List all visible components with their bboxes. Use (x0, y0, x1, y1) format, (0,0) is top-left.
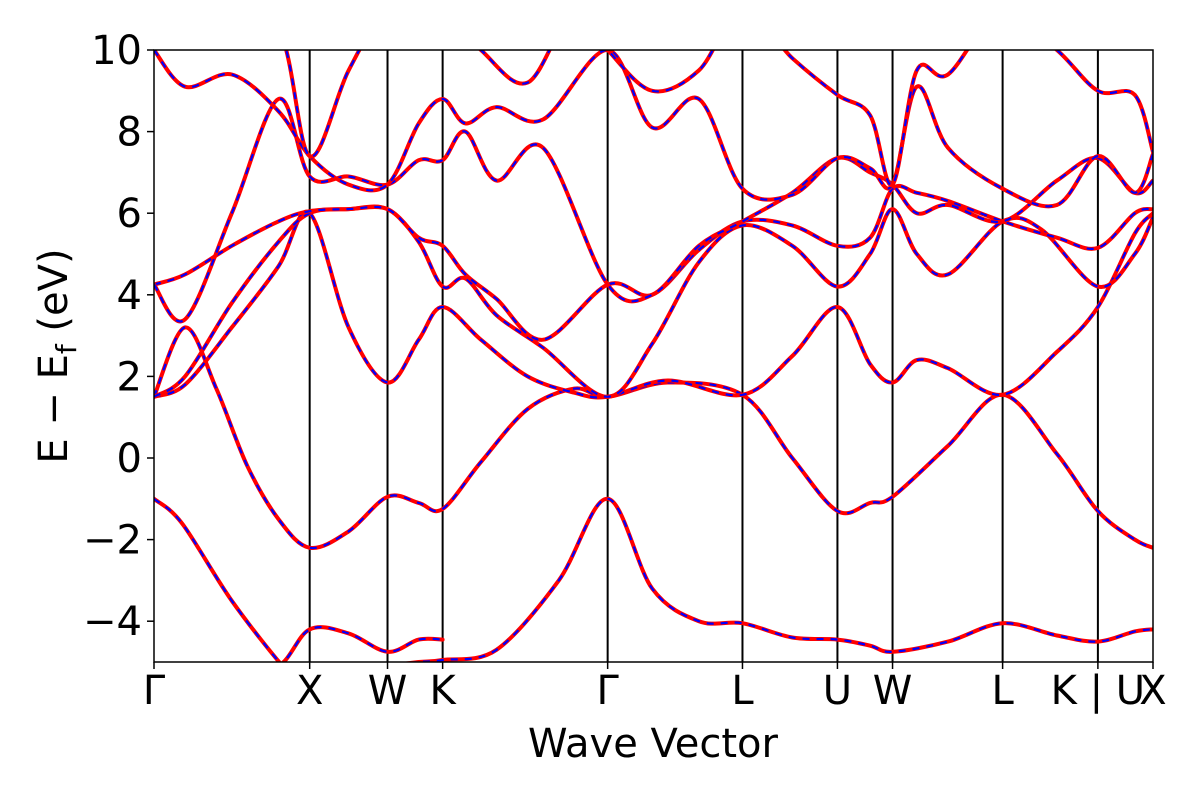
band-lines (154, 50, 1153, 662)
x-tick-label: X (296, 668, 323, 714)
x-tick-label: Γ (597, 668, 620, 714)
x-tick-label: K (430, 668, 458, 714)
band-line-7 (154, 50, 1153, 209)
x-tick-label: L (991, 668, 1014, 714)
plot-frame (153, 49, 1154, 663)
y-axis-ticks: −4 −2 0 2 4 6 8 10 (83, 28, 154, 645)
band-overlay-line-1 (282, 626, 443, 662)
y-axis-title: E − Ef (eV) (31, 248, 83, 463)
y-tick-label: 10 (91, 28, 142, 74)
band-overlay-line-0 (154, 497, 1153, 662)
x-tick-label: W (873, 668, 913, 714)
y-tick-label: 8 (117, 110, 142, 156)
y-tick-label: −4 (83, 599, 142, 645)
x-tick-label: L (731, 668, 754, 714)
band-overlay-line-3 (154, 210, 1153, 399)
high-symmetry-lines (308, 50, 1099, 662)
y-tick-label: 6 (117, 191, 142, 237)
x-tick-label: X (1139, 668, 1166, 714)
y-axis-title-subscript: f (50, 343, 83, 354)
x-tick-label: Γ (143, 668, 166, 714)
band-overlay-line-6 (154, 97, 1153, 323)
y-tick-label: 2 (117, 354, 142, 400)
x-tick-label: K | U (1051, 668, 1145, 714)
y-tick-label: −2 (83, 518, 142, 564)
y-tick-label: 4 (117, 273, 142, 319)
x-axis-title: Wave Vector (528, 721, 779, 767)
band-overlay-line-8 (285, 50, 1153, 186)
y-tick-label: 0 (117, 436, 142, 482)
x-tick-label: W (368, 668, 408, 714)
svg-text:E − Ef (eV): E − Ef (eV) (31, 248, 83, 463)
x-tick-label: U (823, 668, 852, 714)
y-axis-title-unit: (eV) (31, 248, 77, 344)
y-axis-title-main: E − E (31, 354, 77, 464)
band-overlay-line-4 (154, 205, 1153, 398)
